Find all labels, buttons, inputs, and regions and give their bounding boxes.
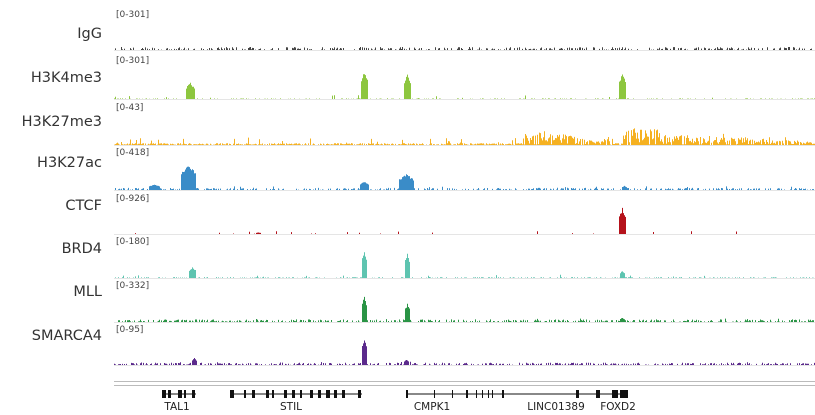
gene-exon [310, 390, 313, 398]
gene-label[interactable]: FOXD2 [600, 401, 636, 413]
track-range-label: [0-418] [116, 148, 150, 158]
gene-exon [192, 390, 195, 398]
track-label[interactable]: BRD4 [61, 241, 102, 257]
track-label[interactable]: H3K27ac [37, 155, 102, 171]
gene-model[interactable] [470, 390, 584, 398]
track-range-label: [0-180] [116, 237, 150, 247]
gene-exon [620, 390, 628, 398]
gene-exon [466, 390, 468, 398]
gene-label[interactable]: CMPK1 [413, 401, 451, 413]
gene-label[interactable]: TAL1 [164, 401, 190, 413]
signal-bars [115, 252, 814, 278]
track-range-label: [0-301] [116, 10, 150, 20]
gene-model[interactable] [406, 390, 470, 398]
signal-track [114, 128, 815, 145]
track-label[interactable]: H3K4me3 [30, 70, 102, 86]
gene-exon [230, 390, 234, 398]
gene-model[interactable] [584, 390, 628, 398]
gene-exon [334, 390, 337, 398]
gene-exon [184, 390, 186, 398]
track-range-label: [0-926] [116, 194, 150, 204]
gene-exon [476, 390, 477, 398]
gene-exon [178, 390, 182, 398]
gene-exon [252, 390, 255, 398]
gene-label[interactable]: STIL [279, 401, 303, 413]
gene-exon [342, 390, 345, 398]
signal-bars [115, 47, 812, 50]
signal-track [114, 340, 815, 365]
signal-bars [135, 207, 737, 234]
track-label[interactable]: IgG [77, 26, 102, 42]
track-range-label: [0-95] [116, 325, 144, 335]
gene-exon [576, 390, 579, 398]
track-range-label: [0-301] [116, 56, 150, 66]
track-range-label: [0-332] [116, 281, 150, 291]
gene-exon [596, 390, 600, 398]
gene-exon [300, 390, 302, 398]
signal-track [115, 166, 814, 190]
signal-bars [114, 340, 815, 365]
gene-model[interactable] [162, 390, 196, 398]
track-label[interactable]: H3K27me3 [21, 114, 102, 130]
signal-track [135, 207, 737, 234]
gene-exon [358, 390, 361, 398]
gene-exon [502, 390, 504, 398]
gene-exon [292, 390, 295, 398]
gene-exon [406, 390, 408, 398]
signal-track [114, 74, 815, 99]
gene-exon [434, 390, 435, 398]
gene-exon [492, 390, 493, 398]
signal-track [118, 296, 814, 322]
signal-track [115, 252, 814, 278]
gene-label[interactable]: LINC01389 [527, 401, 585, 413]
gene-model[interactable] [230, 390, 362, 398]
gene-exon [488, 390, 489, 398]
track-label[interactable]: CTCF [65, 198, 102, 214]
gene-exon [162, 390, 166, 398]
gene-exon [318, 390, 321, 398]
signal-bars [114, 128, 815, 145]
track-range-label: [0-43] [116, 103, 144, 113]
gene-exon [612, 390, 618, 398]
gene-exon [266, 390, 269, 398]
signal-bars [115, 166, 814, 190]
gene-exon [168, 390, 171, 398]
track-label[interactable]: MLL [73, 284, 102, 300]
gene-exon [272, 390, 274, 398]
track-label[interactable]: SMARCA4 [31, 328, 102, 344]
signal-bars [118, 296, 814, 322]
gene-exon [244, 390, 246, 398]
gene-exon [482, 390, 483, 398]
gene-exon [326, 390, 330, 398]
signal-bars [114, 74, 815, 99]
gene-exon [284, 390, 287, 398]
gene-exon [452, 390, 453, 398]
signal-track [115, 47, 812, 50]
